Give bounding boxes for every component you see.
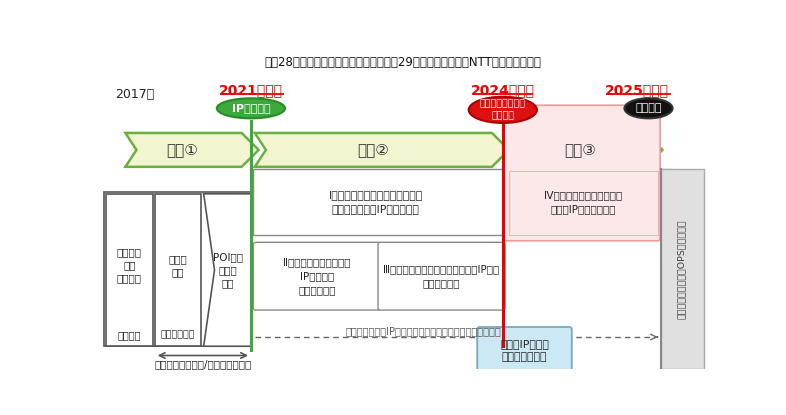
Ellipse shape [624,98,673,118]
Text: 工程①: 工程① [166,142,198,157]
Text: （第28回電話網移行円滑化委員会（平成29年４月６日開催）NTT説明資料抜粋）: （第28回電話網移行円滑化委員会（平成29年４月６日開催）NTT説明資料抜粋） [264,56,542,68]
Text: 「固定電話」発の
切替開始: 「固定電話」発の 切替開始 [479,100,526,120]
Polygon shape [255,133,509,167]
Text: 東京オリンピック/パラリンピック: 東京オリンピック/パラリンピック [154,359,252,369]
Text: 2024年初頭: 2024年初頭 [471,83,534,97]
Text: Ⅳ．「固定電話」発の通話
を順次IP網経由へ移行: Ⅳ．「固定電話」発の通話 を順次IP網経由へ移行 [544,190,623,214]
Polygon shape [204,194,251,346]
FancyBboxPatch shape [509,171,658,234]
Text: ２〜３年程度: ２〜３年程度 [161,330,196,339]
Polygon shape [661,169,672,369]
FancyBboxPatch shape [253,242,380,310]
FancyBboxPatch shape [504,105,660,241]
Polygon shape [505,133,663,167]
Text: IP接続開始: IP接続開始 [232,103,270,113]
Polygon shape [126,133,259,167]
Text: 他事業者同士のIP接続（他事業者発ひかり電話着を含む）: 他事業者同士のIP接続（他事業者発ひかり電話着を含む） [346,326,501,336]
FancyBboxPatch shape [155,194,201,346]
Text: 開発・
検証: 開発・ 検証 [169,254,187,277]
Text: １年程度: １年程度 [117,330,141,340]
Text: 2025年初頭: 2025年初頭 [605,83,669,97]
Text: 2021年初頭: 2021年初頭 [219,83,283,97]
Text: POIビル
環境を
構築: POIビル 環境を 構築 [213,252,243,288]
Text: 工程②: 工程② [358,142,389,157]
Text: 2017年: 2017年 [116,88,155,101]
Ellipse shape [468,97,537,123]
Text: 工程③: 工程③ [564,142,597,157]
FancyBboxPatch shape [105,192,252,346]
FancyBboxPatch shape [253,169,503,234]
FancyBboxPatch shape [106,194,152,346]
Ellipse shape [217,98,285,118]
Text: 中継／信号交換機／OPS　維持限界: 中継／信号交換機／OPS 維持限界 [677,220,685,319]
Text: Ⅲ．他事業者発「固定電話」着のIP接続
（２年程度）: Ⅲ．他事業者発「固定電話」着のIP接続 （２年程度） [384,264,500,288]
Text: 詳細仕様
検討
・標準化: 詳細仕様 検討 ・標準化 [117,247,141,283]
Text: Ⅰ．準備のできた事業者に対し、
ひかり電話発のIP接続を開始: Ⅰ．準備のできた事業者に対し、 ひかり電話発のIP接続を開始 [329,190,423,214]
FancyBboxPatch shape [378,242,505,310]
Text: Ⅱ．予め加入者交換機を
IP網に接続
（２年程度）: Ⅱ．予め加入者交換機を IP網に接続 （２年程度） [283,257,351,295]
Text: メタルIP電話へ
一斉に契約移行: メタルIP電話へ 一斉に契約移行 [500,339,549,362]
FancyBboxPatch shape [661,169,703,369]
Text: 切替完了: 切替完了 [635,103,662,113]
FancyBboxPatch shape [477,327,571,372]
